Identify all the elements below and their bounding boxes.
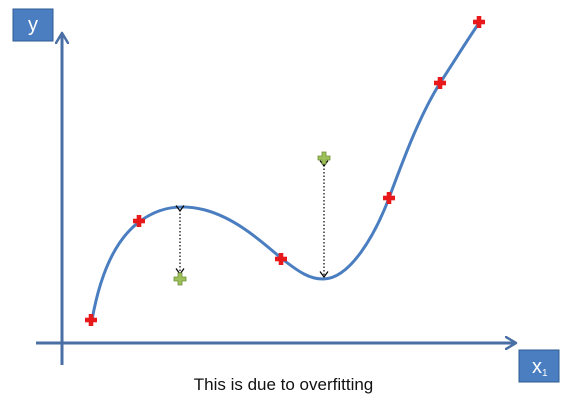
red-plus-marker-icon: [275, 253, 287, 265]
y-axis-label: y: [28, 14, 38, 36]
test-points: [173, 151, 331, 286]
svg-text:x1: x1: [532, 356, 548, 379]
training-points: [85, 16, 485, 326]
red-plus-marker-icon: [434, 77, 446, 89]
x-axis-label: x: [532, 356, 542, 378]
x-axis-label-subscript: 1: [542, 368, 548, 379]
y-axis-label-box: y: [12, 8, 54, 42]
green-plus-marker-icon: [173, 272, 187, 286]
x-axis-label-box: x1: [518, 349, 560, 383]
green-plus-marker-icon: [317, 151, 331, 165]
caption: This is due to overfitting: [193, 375, 374, 394]
red-plus-marker-icon: [85, 314, 97, 326]
red-plus-marker-icon: [383, 192, 395, 204]
red-plus-marker-icon: [473, 16, 485, 28]
overfit-curve: [90, 21, 481, 322]
red-plus-marker-icon: [133, 215, 145, 227]
